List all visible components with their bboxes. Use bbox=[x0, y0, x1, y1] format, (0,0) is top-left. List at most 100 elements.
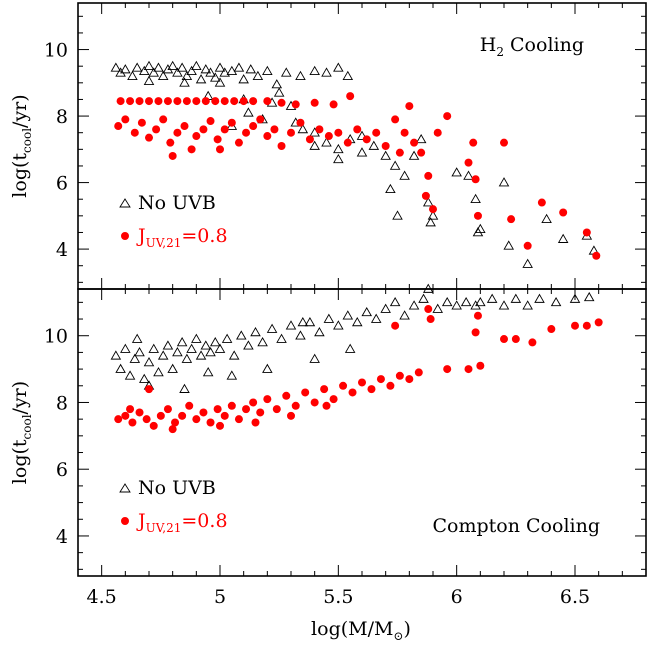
data-point-triangle bbox=[408, 300, 420, 310]
data-point-circle bbox=[395, 148, 404, 157]
data-point-triangle bbox=[131, 333, 143, 343]
data-point-circle bbox=[329, 395, 338, 404]
legend-label-juv: JUV,21=0.8 bbox=[136, 225, 228, 250]
data-point-circle bbox=[582, 228, 591, 237]
data-point-triangle bbox=[134, 346, 145, 357]
x-tick-label: 6.5 bbox=[560, 586, 590, 608]
data-point-triangle bbox=[167, 363, 178, 373]
data-point-circle bbox=[443, 365, 452, 374]
data-point-triangle bbox=[392, 210, 403, 220]
data-point-circle bbox=[199, 125, 208, 134]
data-point-triangle bbox=[295, 330, 306, 340]
data-point-triangle bbox=[115, 363, 126, 373]
data-point-circle bbox=[381, 142, 390, 150]
data-point-circle bbox=[414, 368, 423, 377]
data-point-circle bbox=[272, 405, 281, 414]
data-point-circle bbox=[476, 361, 485, 370]
data-point-circle bbox=[166, 138, 175, 147]
data-point-circle bbox=[249, 97, 258, 106]
data-point-circle bbox=[372, 128, 381, 137]
data-point-triangle bbox=[333, 143, 344, 154]
data-point-circle bbox=[405, 102, 414, 111]
data-point-circle bbox=[182, 97, 191, 106]
data-point-triangle bbox=[176, 62, 188, 72]
data-point-circle bbox=[320, 385, 329, 394]
data-point-triangle bbox=[321, 67, 332, 77]
data-point-triangle bbox=[262, 65, 273, 75]
data-point-triangle bbox=[138, 373, 150, 383]
data-point-circle bbox=[163, 97, 172, 106]
data-point-circle bbox=[152, 125, 161, 134]
panel-title: H2 Cooling bbox=[480, 34, 584, 59]
data-point-triangle bbox=[148, 67, 160, 77]
data-point-triangle bbox=[143, 357, 155, 367]
data-point-triangle bbox=[441, 296, 453, 307]
data-point-triangle bbox=[351, 316, 363, 327]
data-point-circle bbox=[145, 133, 153, 142]
data-point-circle bbox=[211, 97, 220, 106]
data-point-triangle bbox=[120, 64, 131, 74]
data-point-circle bbox=[500, 138, 508, 147]
data-point-triangle bbox=[475, 296, 486, 307]
data-point-triangle bbox=[333, 153, 344, 164]
data-point-triangle bbox=[191, 60, 202, 71]
data-point-triangle bbox=[333, 320, 344, 330]
data-point-triangle bbox=[321, 137, 332, 147]
data-point-triangle bbox=[238, 74, 249, 84]
data-point-circle bbox=[473, 211, 482, 220]
data-point-triangle bbox=[368, 140, 380, 150]
data-point-triangle bbox=[361, 306, 373, 317]
data-point-triangle bbox=[333, 62, 344, 72]
data-point-triangle bbox=[475, 223, 486, 233]
data-point-circle bbox=[528, 338, 537, 347]
data-point-triangle bbox=[486, 293, 498, 303]
data-point-circle bbox=[471, 175, 480, 184]
legend: No UVB JUV,21=0.8 bbox=[119, 477, 228, 535]
data-point-triangle bbox=[214, 77, 226, 87]
data-point-triangle bbox=[252, 70, 264, 80]
data-point-triangle bbox=[120, 343, 131, 353]
data-point-circle bbox=[220, 411, 229, 420]
data-point-circle bbox=[192, 97, 201, 106]
data-point-triangle bbox=[127, 70, 138, 80]
data-point-triangle bbox=[309, 65, 320, 75]
data-point-triangle bbox=[200, 340, 212, 350]
data-point-circle bbox=[230, 97, 239, 106]
data-point-circle bbox=[322, 401, 331, 410]
data-point-circle bbox=[192, 415, 201, 424]
panel-top: 4 6 8 10 log(tcool/yr) No UVB JUV,21=0.8 H2 Coo… bbox=[9, 2, 647, 290]
data-point-circle bbox=[547, 325, 556, 334]
data-point-triangle bbox=[181, 353, 193, 363]
data-point-circle bbox=[523, 241, 532, 250]
data-point-triangle bbox=[422, 197, 434, 207]
y-axis-label: log(tcool/yr) bbox=[9, 94, 34, 197]
data-point-circle bbox=[421, 191, 430, 200]
data-point-triangle bbox=[186, 65, 197, 75]
data-point-triangle bbox=[470, 193, 481, 204]
data-point-triangle bbox=[342, 310, 354, 320]
data-point-circle bbox=[417, 148, 426, 157]
data-point-triangle bbox=[233, 62, 245, 72]
y-tick-label: 10 bbox=[44, 326, 68, 348]
data-point-triangle bbox=[470, 300, 481, 310]
data-point-circle bbox=[329, 100, 338, 109]
data-point-circle bbox=[391, 115, 400, 124]
data-point-triangle bbox=[550, 296, 562, 307]
data-point-circle bbox=[537, 198, 546, 207]
data-point-circle bbox=[185, 401, 194, 410]
data-point-triangle bbox=[432, 303, 444, 313]
data-point-circle bbox=[121, 115, 130, 124]
data-point-circle bbox=[405, 375, 414, 384]
data-point-triangle bbox=[243, 340, 254, 350]
data-point-triangle bbox=[285, 320, 297, 330]
data-point-circle bbox=[256, 115, 265, 124]
data-point-circle bbox=[159, 115, 168, 124]
data-point-circle bbox=[178, 411, 187, 420]
data-point-triangle bbox=[124, 370, 136, 380]
data-point-triangle bbox=[205, 346, 216, 357]
legend: No UVB JUV,21=0.8 bbox=[119, 192, 228, 250]
data-point-circle bbox=[220, 97, 229, 106]
data-point-circle bbox=[429, 205, 437, 214]
data-point-triangle bbox=[209, 336, 221, 347]
